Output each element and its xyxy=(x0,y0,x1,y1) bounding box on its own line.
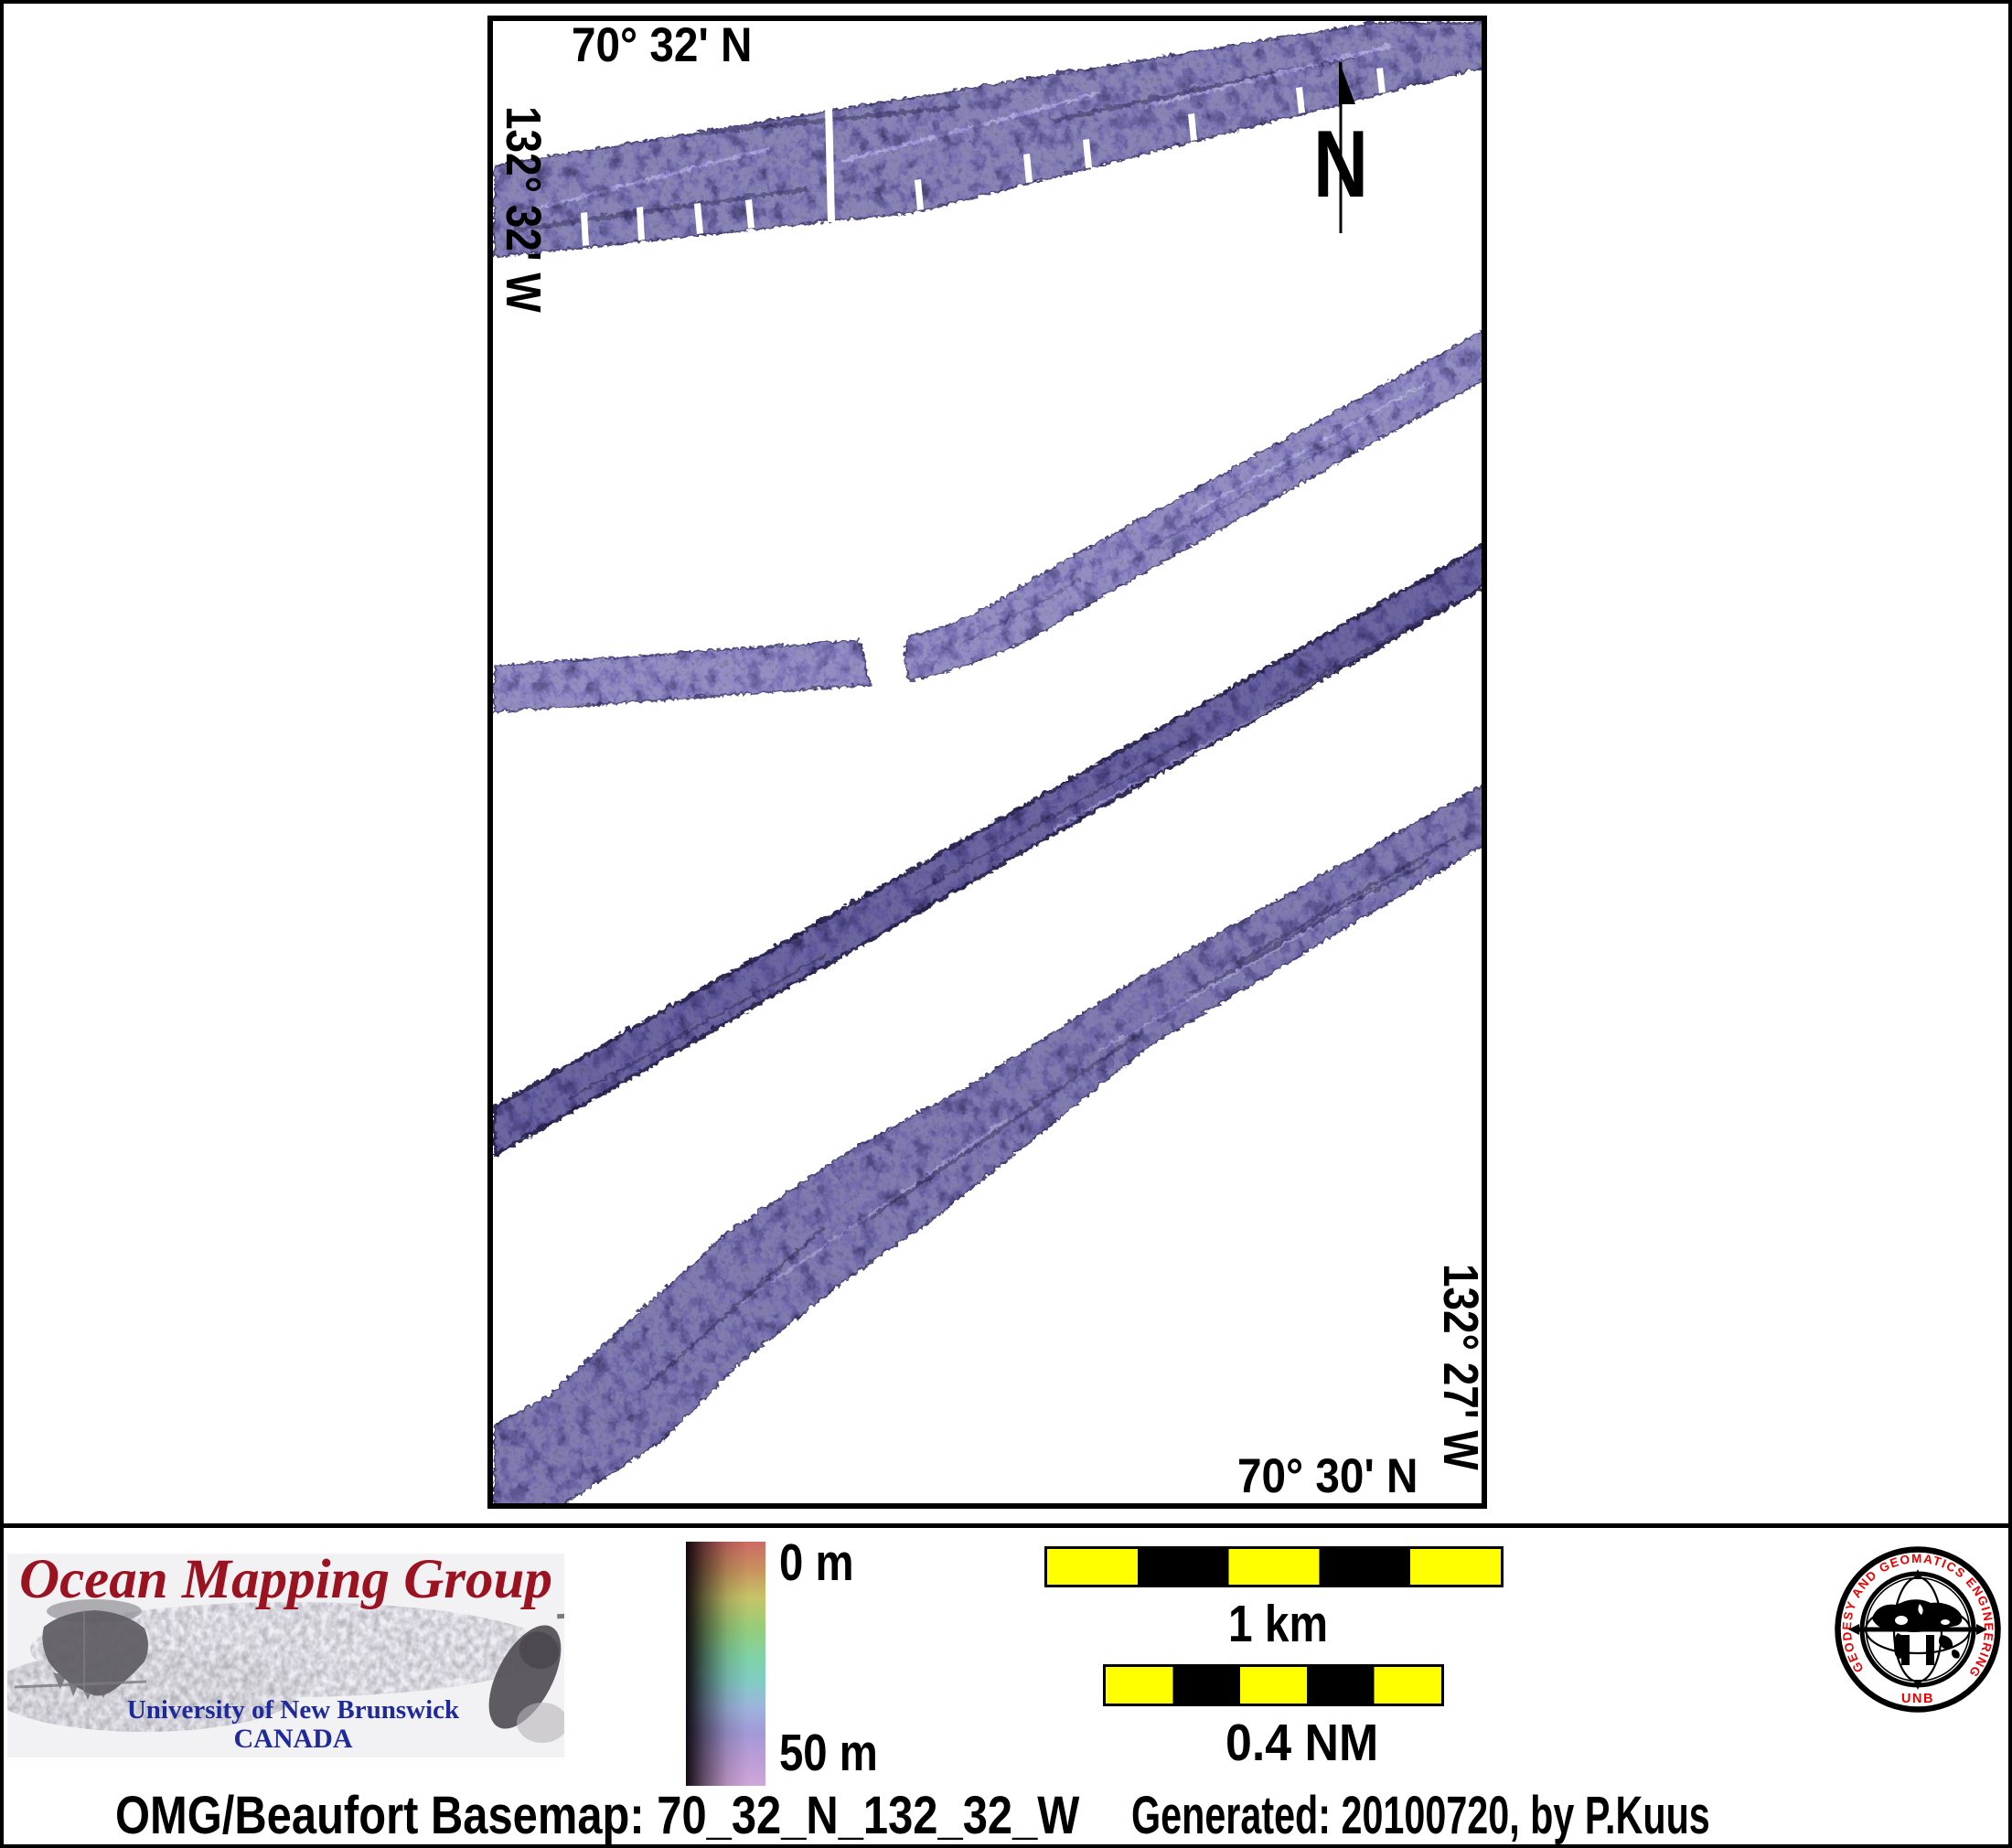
svg-text:N: N xyxy=(1313,112,1368,218)
svg-text:UNB: UNB xyxy=(1901,1692,1934,1706)
